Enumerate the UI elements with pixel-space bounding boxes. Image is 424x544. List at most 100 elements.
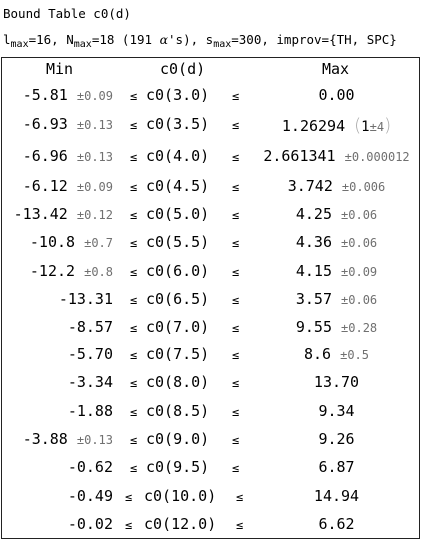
smax-subscript: max bbox=[213, 39, 232, 50]
min-cell: -10.8 ±0.7 bbox=[30, 233, 113, 251]
max-value: 4.15 bbox=[295, 262, 332, 280]
table-row: -1.88 ≤ c0(8.5) ≤9.34 bbox=[0, 402, 424, 428]
max-cell: 13.70 bbox=[253, 373, 420, 391]
c0-argument: c0(9.5) bbox=[146, 458, 210, 476]
min-value: -8.57 bbox=[67, 318, 113, 336]
less-equal-left: ≤ bbox=[130, 89, 138, 103]
c0-argument: c0(6.0) bbox=[146, 262, 210, 280]
table-row: -8.57 ≤ c0(7.0) ≤9.55 ±0.28 bbox=[0, 318, 424, 344]
lmax-subscript: max bbox=[10, 39, 29, 50]
less-equal-left: ≤ bbox=[130, 150, 138, 164]
min-value: -10.8 bbox=[29, 233, 76, 251]
min-cell: -0.02 bbox=[68, 515, 113, 533]
max-value: 0.00 bbox=[318, 86, 355, 104]
table-row: -13.42 ±0.12 ≤ c0(5.0) ≤4.25 ±0.06 bbox=[0, 205, 424, 231]
less-equal-left: ≤ bbox=[130, 321, 138, 335]
table-row: -10.8 ±0.7 ≤ c0(5.5) ≤4.36 ±0.06 bbox=[0, 233, 424, 259]
min-value: -0.02 bbox=[67, 515, 113, 533]
table-row: -5.70 ≤ c0(7.5) ≤8.6 ±0.5 bbox=[0, 345, 424, 371]
min-cell: -3.34 bbox=[68, 373, 113, 391]
table-row: -3.88 ±0.13 ≤ c0(9.0) ≤9.26 bbox=[0, 430, 424, 456]
less-equal-left: ≤ bbox=[130, 376, 138, 390]
max-cell: 2.661341 ±0.000012 bbox=[253, 147, 420, 165]
smax-value: =300, improv={TH, SPC} bbox=[231, 32, 397, 47]
min-value: -13.31 bbox=[58, 290, 113, 308]
min-cell: -3.88 ±0.13 bbox=[23, 430, 113, 448]
c0-argument: c0(8.5) bbox=[146, 402, 210, 420]
min-cell: -5.70 bbox=[68, 345, 113, 363]
smax-symbol: s bbox=[205, 32, 214, 47]
c0-argument: c0(8.0) bbox=[146, 373, 210, 391]
header-max: Max bbox=[322, 60, 350, 78]
max-value: 3.57 bbox=[295, 290, 332, 308]
max-value: 13.70 bbox=[313, 373, 360, 391]
min-value: -6.93 bbox=[22, 115, 68, 133]
max-value: 6.62 bbox=[318, 515, 355, 533]
less-equal-left: ≤ bbox=[130, 208, 138, 222]
max-value: 4.36 bbox=[295, 233, 332, 251]
min-cell: -6.12 ±0.09 bbox=[23, 177, 113, 195]
paren-inner-value: 1 bbox=[361, 119, 370, 135]
max-cell: 9.34 bbox=[253, 402, 420, 420]
less-equal-right: ≤ bbox=[236, 518, 244, 532]
max-value: 3.742 bbox=[287, 177, 333, 195]
max-cell: 4.25 ±0.06 bbox=[253, 205, 420, 223]
min-error: ±0.8 bbox=[84, 265, 113, 279]
nmax-value: =18 (191 bbox=[91, 32, 160, 47]
max-error: ±0.06 bbox=[341, 293, 378, 307]
table-row: -12.2 ±0.8 ≤ c0(6.0) ≤4.15 ±0.09 bbox=[0, 262, 424, 288]
table-title: Bound Table c0(d) bbox=[3, 6, 131, 21]
min-value: -5.81 bbox=[22, 86, 68, 104]
min-error: ±0.13 bbox=[76, 150, 113, 164]
max-cell: 0.00 bbox=[253, 86, 420, 104]
max-error: ±0.000012 bbox=[344, 150, 410, 164]
c0-argument: c0(5.5) bbox=[146, 233, 210, 251]
c0-argument: c0(3.0) bbox=[146, 86, 210, 104]
max-value: 9.55 bbox=[295, 318, 332, 336]
min-error: ±0.7 bbox=[84, 236, 113, 250]
min-cell: -13.42 ±0.12 bbox=[14, 205, 113, 223]
min-cell: -0.49 bbox=[68, 487, 113, 505]
table-row: -0.62 ≤ c0(9.5) ≤6.87 bbox=[0, 458, 424, 484]
parameter-line: lmax=16, Nmax=18 (191 α's), smax=300, im… bbox=[3, 32, 397, 50]
min-cell: -1.88 bbox=[68, 402, 113, 420]
min-error: ±0.09 bbox=[76, 180, 113, 194]
max-value: 8.6 bbox=[303, 345, 332, 363]
max-value: 4.25 bbox=[295, 205, 332, 223]
max-error: ±0.006 bbox=[341, 180, 386, 194]
header-min: Min bbox=[46, 60, 74, 78]
max-cell: 3.742 ±0.006 bbox=[253, 177, 420, 195]
c0-argument: c0(3.5) bbox=[146, 115, 210, 133]
less-equal-right: ≤ bbox=[232, 180, 240, 194]
table-row: -3.34 ≤ c0(8.0) ≤13.70 bbox=[0, 373, 424, 399]
max-value: 1.26294 bbox=[281, 117, 346, 135]
table-row: -13.31 ≤ c0(6.5) ≤3.57 ±0.06 bbox=[0, 290, 424, 316]
min-value: -3.34 bbox=[67, 373, 113, 391]
min-value: -0.49 bbox=[67, 487, 113, 505]
max-cell: 1.26294 (1±4) bbox=[253, 115, 420, 136]
less-equal-left: ≤ bbox=[130, 236, 138, 250]
less-equal-right: ≤ bbox=[232, 293, 240, 307]
paren-open: ( bbox=[354, 115, 362, 136]
max-value: 9.34 bbox=[318, 402, 355, 420]
paren-error: ±4 bbox=[369, 120, 385, 134]
table-row: -5.81 ±0.09 ≤ c0(3.0) ≤0.00 bbox=[0, 86, 424, 112]
min-value: -1.88 bbox=[67, 402, 113, 420]
min-cell: -6.96 ±0.13 bbox=[23, 147, 113, 165]
min-value: -6.12 bbox=[22, 177, 68, 195]
max-value: 14.94 bbox=[313, 487, 360, 505]
max-error: ±0.06 bbox=[341, 208, 378, 222]
c0-argument: c0(7.5) bbox=[146, 345, 210, 363]
lmax-symbol: l bbox=[3, 32, 11, 47]
less-equal-right: ≤ bbox=[232, 461, 240, 475]
min-error: ±0.12 bbox=[76, 208, 113, 222]
max-error: ±0.09 bbox=[341, 265, 378, 279]
max-cell: 4.36 ±0.06 bbox=[253, 233, 420, 251]
max-cell: 4.15 ±0.09 bbox=[253, 262, 420, 280]
min-error: ±0.13 bbox=[76, 433, 113, 447]
less-equal-right: ≤ bbox=[232, 118, 240, 132]
min-cell: -13.31 bbox=[59, 290, 113, 308]
less-equal-right: ≤ bbox=[232, 265, 240, 279]
paren-close: ) bbox=[384, 115, 392, 136]
less-equal-left: ≤ bbox=[130, 348, 138, 362]
